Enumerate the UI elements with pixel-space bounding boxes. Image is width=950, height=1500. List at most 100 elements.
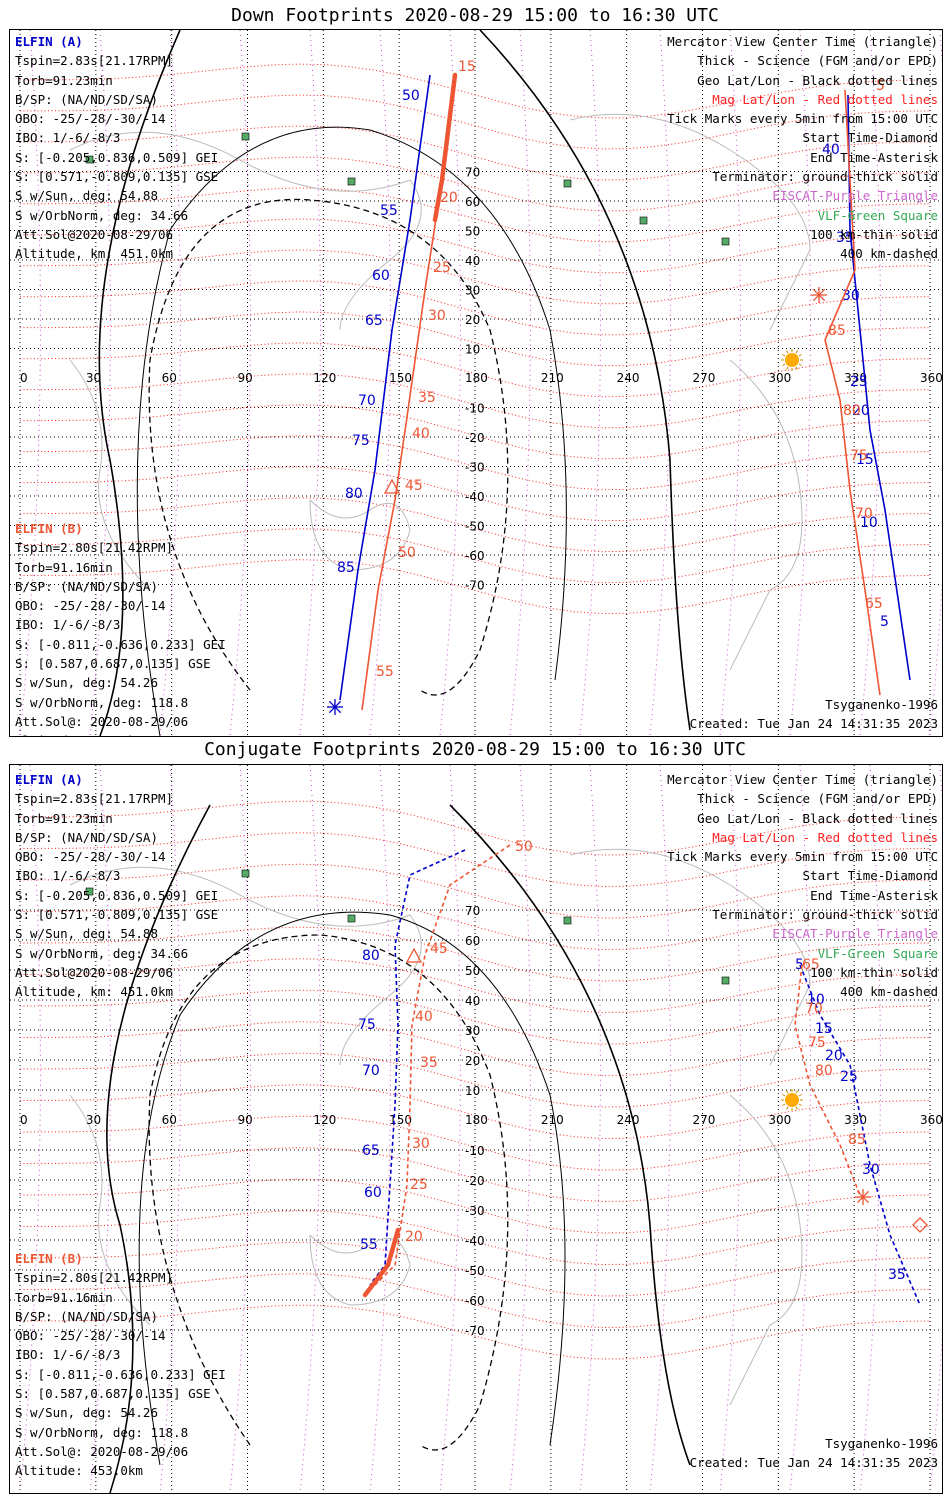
elfin-a-track-east-tick-label: 10 [807,992,825,1008]
vlf-station-square [639,216,648,225]
vlf-station-square [347,914,356,923]
elfin-b-track-east-tick-label: 75 [808,1035,826,1051]
lon-tick-label: 90 [238,1113,253,1127]
coastline [69,131,422,331]
lon-tick-label: 30 [86,371,101,385]
elfin-b-track-tick-label: 40 [415,1009,433,1025]
lat-tick-label: 60 [465,195,480,209]
vlf-station-square [241,869,250,878]
lat-tick-label: 60 [465,934,480,948]
mag-lat-line [19,497,931,553]
mag-lat-line [19,926,931,982]
mag-lat-line [19,249,931,305]
elfin-a-track-tick-label: 55 [380,203,398,219]
sun-ray [798,354,802,357]
elfin-a-info-top: ELFIN (A) Tspin=2.83s[21.17RPM] Torb=91.23… [15,32,218,264]
lat-tick-label: -40 [465,490,485,504]
elfin-a-info-bottom: ELFIN (A) Tspin=2.83s[21.17RPM] Torb=91.23… [15,770,218,1002]
info-line: Torb=91.16min [15,559,113,575]
elfin-b-track-tick-label: 20 [440,190,458,206]
elfin-a-track-east-tick-label: 30 [842,288,860,304]
mag-lat-line [19,1084,931,1140]
elfin-a-track-east-tick-label: 20 [852,403,870,419]
asterisk-stroke [856,1190,870,1204]
elfin-a-track [369,849,466,1286]
legend-line: Mercator View Center Time (triangle) [667,34,938,49]
lon-tick-label: 60 [162,1113,177,1127]
elfin-a-track [339,74,431,701]
mag-lat-line [19,94,931,150]
lat-tick-label: -50 [465,1264,485,1278]
elfin-b-track-east-tick-label: 70 [855,506,873,522]
mag-lat-line [20,528,931,584]
elfin-a-track-east-tick-label: 5 [880,614,889,630]
legend-line: Mag Lat/Lon - Red dotted lines [712,91,938,107]
end-time-asterisk [811,287,827,303]
info-line: Tspin=2.83s[21.17RPM] [15,791,174,807]
lat-tick-label: 20 [465,313,480,327]
created-label-top: Created: Tue Jan 24 14:31:35 2023 [689,716,938,731]
asterisk-stroke [812,288,826,302]
lon-tick-label: 180 [465,1113,488,1127]
sun-ray [798,363,802,366]
elfin-b-track-tick-label: 30 [412,1136,430,1152]
mag-lon-line [229,30,251,736]
legend-line: Tick Marks every 5min from 15:00 UTC [667,111,938,127]
mag-lat-line [19,218,931,274]
legend-line: Thick - Science (FGM and/or EPD) [697,791,938,807]
info-line: IBO: 1/-6/-8/3 [15,130,121,146]
lon-tick-label: 120 [313,1113,336,1127]
center-time-triangle [405,947,423,963]
lat-tick-label: -60 [465,1294,485,1308]
sun-disc [785,1093,799,1107]
info-line: B/SP: (NA/ND/SD/SA) [15,578,158,594]
elfin-a-track-east-tick-label: 35 [888,1267,906,1283]
elfin-a-track-tick-label: 50 [402,88,420,104]
mag-lat-line [19,1210,931,1266]
elfin-a-track-east [799,964,921,1306]
elfin-b-track-east-tick-label: 65 [802,957,820,973]
mag-lat-line [19,958,931,1014]
sun-ray [782,363,786,366]
info-line: S w/Sun, deg: 54.88 [15,926,158,942]
sun-ray [795,1106,798,1110]
elfin-b-track-tick-label: 55 [376,664,394,680]
elfin-b-track-east [824,89,881,696]
mag-lon-line [649,30,671,736]
mag-lat-line [20,404,931,460]
lon-tick-label: 210 [541,1113,564,1127]
mag-lon-line [509,30,531,736]
lon-tick-label: 240 [617,371,640,385]
satellite-header: ELFIN (A) [15,34,83,49]
lat-tick-label: 50 [465,964,480,978]
elfin-a-track-east-tick-label: 20 [825,1048,843,1064]
lat-tick-label: 30 [465,284,480,298]
lat-tick-label: -20 [465,1174,485,1188]
sun-ray [786,366,789,370]
mag-lon-line [579,765,601,1493]
mag-lat-line [19,373,931,429]
info-line: Torb=91.23min [15,810,113,826]
legend-bottom: Mercator View Center Time (triangle) Thic… [667,770,938,1002]
mag-lat-line [19,1241,931,1297]
lat-tick-label: -30 [465,1204,485,1218]
elfin-b-track-tick-label: 15 [458,59,476,75]
lat-tick-label: 40 [465,254,480,268]
info-line: Tspin=2.83s[21.17RPM] [15,53,174,69]
science-segment [432,72,458,223]
sun-icon [781,1089,803,1111]
legend-line: Mercator View Center Time (triangle) [667,772,938,787]
mag-lon-line [719,30,741,736]
lon-tick-label: 300 [768,1113,791,1127]
info-line: S w/OrbNorm, deg: 118.8 [15,694,189,710]
info-line: S: [0.571,-0.809,0.135] GSE [15,169,219,185]
mag-lat-line [19,895,931,951]
sun-ray [782,1094,786,1097]
legend-line: EISCAT-Purple Triangle [772,926,938,942]
elfin-a-track-tick-label: 60 [364,1185,382,1201]
info-line: S: [-0.205,0.836,0.509] GEI [15,149,219,165]
info-line: S w/OrbNorm, deg: 34.66 [15,207,189,223]
coastline [69,359,151,591]
elfin-a-track-tick-label: 80 [362,948,380,964]
lat-tick-label: -50 [465,520,485,534]
